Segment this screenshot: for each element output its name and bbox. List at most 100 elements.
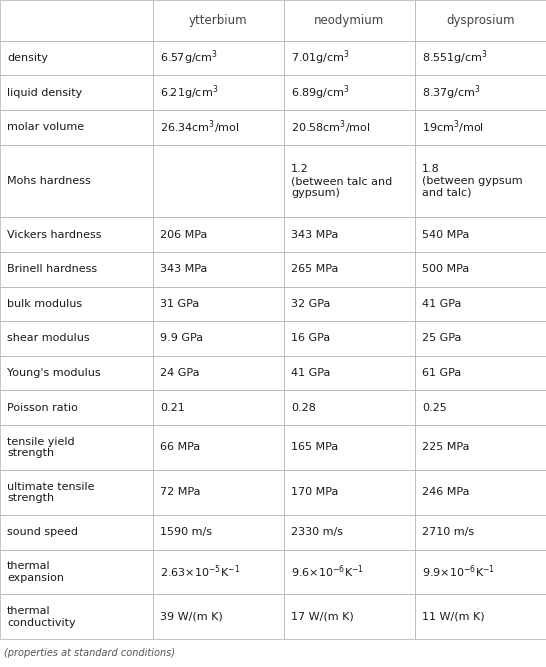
Bar (153, 75, 284, 110)
Bar (415, 356, 546, 390)
Bar (284, 0, 415, 41)
Text: 165 MPa: 165 MPa (291, 442, 339, 452)
Bar (284, 217, 415, 252)
Bar (284, 515, 415, 550)
Text: 540 MPa: 540 MPa (422, 229, 470, 239)
Bar (0, 252, 153, 287)
Bar (0, 110, 153, 145)
Bar (0, 356, 153, 390)
Bar (415, 425, 546, 470)
Text: $\mathregular{7.01 g/cm^3}$: $\mathregular{7.01 g/cm^3}$ (291, 49, 350, 67)
Text: 11 W/(m K): 11 W/(m K) (422, 612, 485, 622)
Bar (284, 41, 415, 75)
Bar (284, 287, 415, 321)
Text: $\mathregular{6.57 g/cm^3}$: $\mathregular{6.57 g/cm^3}$ (160, 49, 218, 67)
Bar (415, 145, 546, 217)
Bar (0, 41, 153, 75)
Text: 1.8
(between gypsum
and talc): 1.8 (between gypsum and talc) (422, 165, 523, 197)
Bar (153, 594, 284, 640)
Text: sound speed: sound speed (7, 527, 78, 537)
Text: 500 MPa: 500 MPa (422, 264, 470, 274)
Text: $\mathregular{6.89 g/cm^3}$: $\mathregular{6.89 g/cm^3}$ (291, 83, 349, 102)
Text: 31 GPa: 31 GPa (160, 299, 199, 309)
Bar (415, 110, 546, 145)
Text: thermal
conductivity: thermal conductivity (7, 606, 76, 628)
Bar (415, 515, 546, 550)
Bar (284, 252, 415, 287)
Bar (284, 390, 415, 425)
Text: 72 MPa: 72 MPa (160, 488, 200, 498)
Bar (415, 0, 546, 41)
Text: bulk modulus: bulk modulus (7, 299, 82, 309)
Bar (0, 75, 153, 110)
Text: dysprosium: dysprosium (446, 14, 515, 27)
Text: 265 MPa: 265 MPa (291, 264, 339, 274)
Bar (0, 594, 153, 640)
Bar (153, 252, 284, 287)
Text: $\mathregular{2.63×10^{-5} K^{-1}}$: $\mathregular{2.63×10^{-5} K^{-1}}$ (160, 564, 240, 580)
Text: 0.28: 0.28 (291, 403, 316, 413)
Text: shear modulus: shear modulus (7, 334, 90, 344)
Text: 206 MPa: 206 MPa (160, 229, 207, 239)
Text: 16 GPa: 16 GPa (291, 334, 330, 344)
Bar (153, 287, 284, 321)
Text: 66 MPa: 66 MPa (160, 442, 200, 452)
Bar (0, 287, 153, 321)
Bar (153, 217, 284, 252)
Text: $\mathregular{19 cm^3/mol}$: $\mathregular{19 cm^3/mol}$ (422, 119, 484, 136)
Bar (153, 550, 284, 594)
Bar (284, 321, 415, 356)
Text: 1590 m/s: 1590 m/s (160, 527, 212, 537)
Text: 2330 m/s: 2330 m/s (291, 527, 343, 537)
Bar (415, 75, 546, 110)
Bar (153, 356, 284, 390)
Text: 343 MPa: 343 MPa (160, 264, 207, 274)
Text: $\mathregular{9.9×10^{-6} K^{-1}}$: $\mathregular{9.9×10^{-6} K^{-1}}$ (422, 564, 495, 580)
Text: $\mathregular{8.37 g/cm^3}$: $\mathregular{8.37 g/cm^3}$ (422, 83, 481, 102)
Bar (153, 0, 284, 41)
Bar (0, 425, 153, 470)
Bar (284, 470, 415, 515)
Text: Vickers hardness: Vickers hardness (7, 229, 102, 239)
Bar (415, 594, 546, 640)
Text: 2710 m/s: 2710 m/s (422, 527, 474, 537)
Bar (153, 110, 284, 145)
Text: 170 MPa: 170 MPa (291, 488, 339, 498)
Bar (415, 321, 546, 356)
Text: $\mathregular{9.6×10^{-6} K^{-1}}$: $\mathregular{9.6×10^{-6} K^{-1}}$ (291, 564, 364, 580)
Text: 1.2
(between talc and
gypsum): 1.2 (between talc and gypsum) (291, 165, 392, 197)
Bar (153, 470, 284, 515)
Bar (415, 41, 546, 75)
Text: thermal
expansion: thermal expansion (7, 561, 64, 583)
Text: 0.25: 0.25 (422, 403, 447, 413)
Text: $\mathregular{8.551 g/cm^3}$: $\mathregular{8.551 g/cm^3}$ (422, 49, 488, 67)
Bar (284, 550, 415, 594)
Bar (0, 145, 153, 217)
Text: Young's modulus: Young's modulus (7, 368, 100, 378)
Text: $\mathregular{20.58 cm^3/mol}$: $\mathregular{20.58 cm^3/mol}$ (291, 119, 371, 136)
Bar (415, 252, 546, 287)
Bar (284, 425, 415, 470)
Text: $\mathregular{6.21 g/cm^3}$: $\mathregular{6.21 g/cm^3}$ (160, 83, 218, 102)
Text: Brinell hardness: Brinell hardness (7, 264, 97, 274)
Text: 41 GPa: 41 GPa (422, 299, 461, 309)
Bar (284, 356, 415, 390)
Text: molar volume: molar volume (7, 122, 84, 132)
Bar (153, 41, 284, 75)
Text: 25 GPa: 25 GPa (422, 334, 461, 344)
Bar (0, 515, 153, 550)
Text: 39 W/(m K): 39 W/(m K) (160, 612, 223, 622)
Text: 61 GPa: 61 GPa (422, 368, 461, 378)
Text: 24 GPa: 24 GPa (160, 368, 199, 378)
Bar (0, 390, 153, 425)
Bar (153, 425, 284, 470)
Text: neodymium: neodymium (314, 14, 384, 27)
Text: density: density (7, 53, 48, 63)
Bar (415, 550, 546, 594)
Bar (0, 217, 153, 252)
Text: 9.9 GPa: 9.9 GPa (160, 334, 203, 344)
Text: 246 MPa: 246 MPa (422, 488, 470, 498)
Bar (153, 390, 284, 425)
Bar (284, 145, 415, 217)
Bar (153, 515, 284, 550)
